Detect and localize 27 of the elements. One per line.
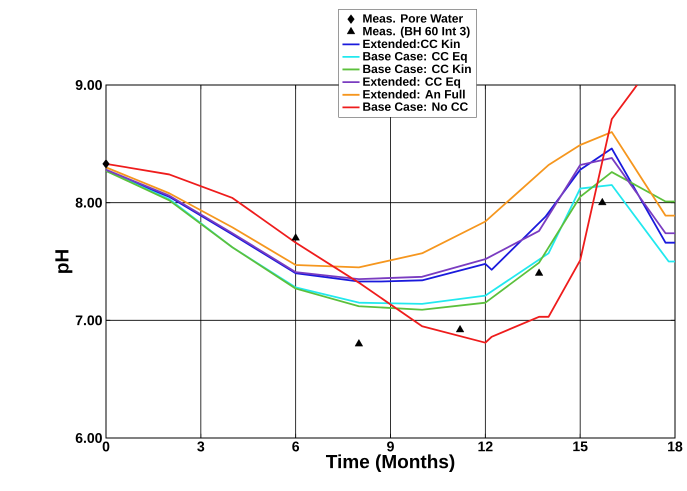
x-tick-label: 6 [292, 442, 300, 452]
x-tick-label: 0 [102, 442, 110, 452]
y-tick-label: 7.00 [76, 315, 102, 326]
y-tick-label: 9.00 [76, 80, 102, 90]
point [354, 339, 363, 346]
y-axis-title: pH [55, 250, 72, 273]
point [534, 268, 544, 276]
legend-label: Base Case: CC Kin [363, 64, 471, 74]
y-tick-label: 8.00 [76, 198, 102, 208]
x-tick-label: 15 [573, 442, 588, 452]
point [598, 198, 606, 206]
y-tick-label: 6.00 [76, 433, 102, 443]
legend-label: Base Case: CC Eq [363, 52, 467, 63]
x-axis-title: Time (Months) [326, 454, 454, 472]
legend-label: Meas. (BH 60 Int 3) [363, 26, 470, 38]
legend-label: Base Case: No CC [363, 102, 468, 111]
point [292, 233, 300, 240]
x-tick-label: 9 [387, 442, 394, 452]
legend-label: Extended:CC Kin [363, 39, 460, 48]
legend-label: Extended: An Full [363, 90, 465, 99]
x-tick-label: 12 [478, 442, 493, 452]
legend-label: Extended: CC Eq [363, 77, 460, 88]
x-tick-label: 3 [197, 442, 204, 452]
point [456, 325, 464, 332]
point [102, 159, 110, 169]
x-tick-label: 18 [668, 442, 682, 452]
legend-label: Meas. Pore Water [363, 14, 463, 23]
